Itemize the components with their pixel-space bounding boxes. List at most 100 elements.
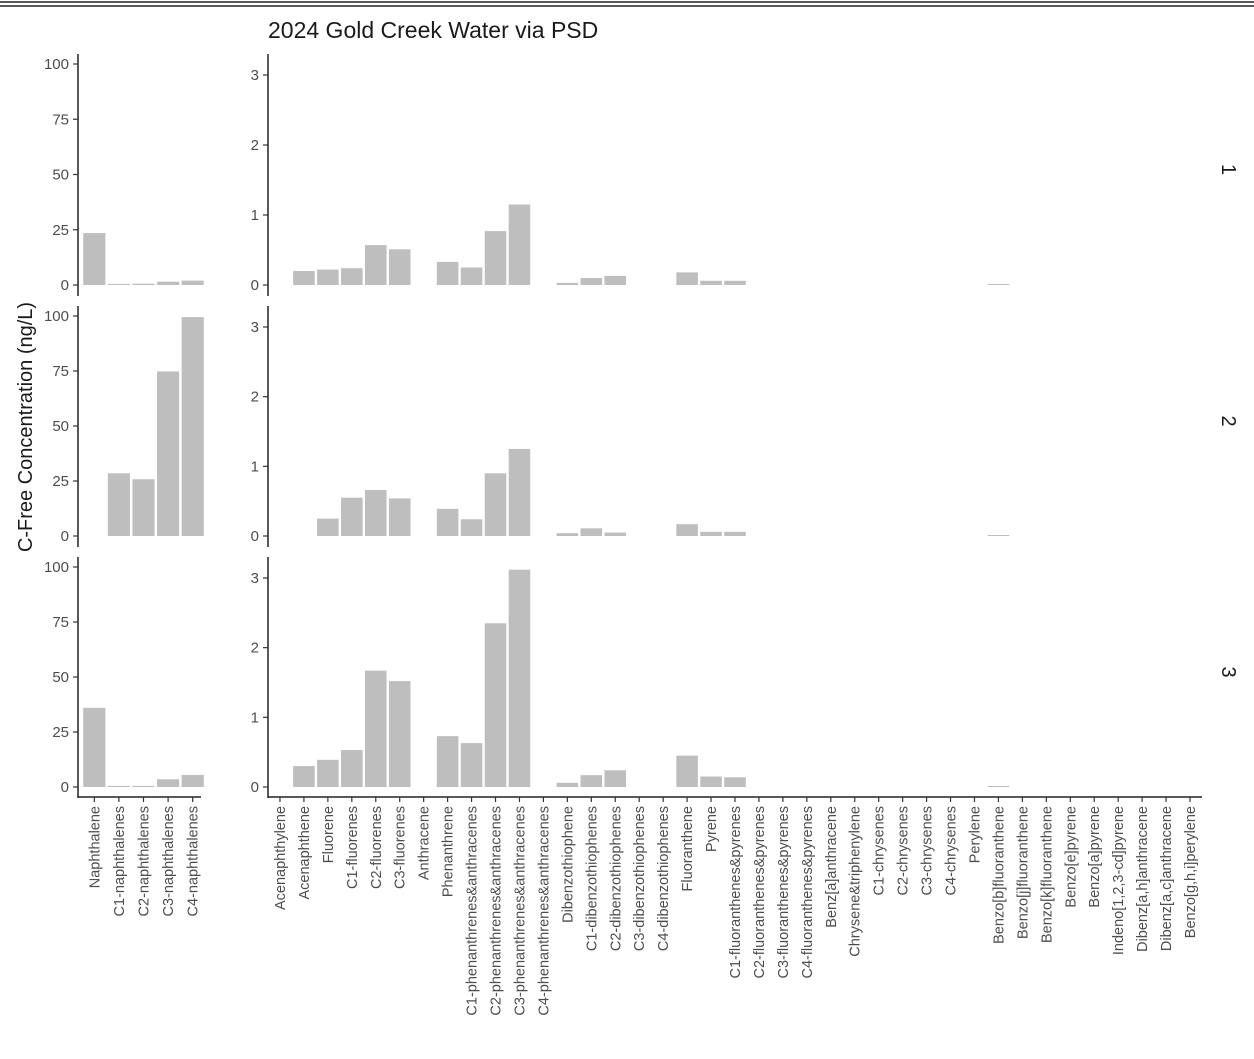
bar-Benzo[b]fluoranthene-row-2 xyxy=(987,535,1010,536)
y-tick-label-p1-r3-50: 50 xyxy=(52,669,69,686)
y-tick-label-p2-r3-1: 1 xyxy=(251,709,259,726)
y-tick-label-p2-r3-0: 0 xyxy=(251,779,259,796)
y-tick-label-p1-r2-50: 50 xyxy=(52,418,69,435)
bar-Acenaphthene-row-1 xyxy=(293,271,315,285)
bar-C1-fluoranthenes&pyrenes-row-1 xyxy=(724,280,746,285)
y-tick-label-p1-r2-100: 100 xyxy=(44,308,69,325)
y-tick-label-p1-r2-0: 0 xyxy=(61,528,69,545)
bar-C1-dibenzothiophenes-row-1 xyxy=(580,278,603,285)
bar-C1-fluorenes-row-1 xyxy=(341,268,363,285)
bar-C1-naphthalenes-row-2 xyxy=(107,473,130,536)
bar-Fluoranthene-row-3 xyxy=(676,755,698,787)
bar-Pyrene-row-3 xyxy=(700,776,722,787)
x-tick-label-C4-phenanthrenes&anthracenes: C4-phenanthrenes&anthracenes xyxy=(536,806,552,1016)
y-tick-label-p2-r2-3: 3 xyxy=(251,319,259,336)
x-tick-label-C2-naphthalenes: C2-naphthalenes xyxy=(137,806,153,916)
x-tick-label-C1-fluorenes: C1-fluorenes xyxy=(345,806,361,889)
y-tick-label-p1-r1-25: 25 xyxy=(52,222,69,239)
facet-strip-label-row-2: 2 xyxy=(1217,415,1239,426)
x-tick-label-Dibenzothiophene: Dibenzothiophene xyxy=(560,806,576,923)
bar-Dibenzothiophene-row-2 xyxy=(556,533,579,536)
x-tick-label-C3-chrysenes: C3-chrysenes xyxy=(920,806,936,895)
x-tick-label-C2-dibenzothiophenes: C2-dibenzothiophenes xyxy=(608,806,624,951)
y-tick-label-p1-r3-0: 0 xyxy=(61,779,69,796)
bar-C4-naphthalenes-row-2 xyxy=(181,317,204,536)
bar-C2-phenanthrenes&anthracenes-row-2 xyxy=(484,473,507,536)
x-tick-label-Indeno[1,2,3-cd]pyrene: Indeno[1,2,3-cd]pyrene xyxy=(1111,806,1127,955)
x-tick-label-Benzo[k]fluoranthene: Benzo[k]fluoranthene xyxy=(1039,806,1055,943)
x-tick-label-C3-phenanthrenes&anthracenes: C3-phenanthrenes&anthracenes xyxy=(512,806,528,1016)
x-tick-label-Benzo[b]fluoranthene: Benzo[b]fluoranthene xyxy=(991,806,1007,944)
y-tick-label-p1-r1-0: 0 xyxy=(61,277,69,294)
bar-Phenanthrene-row-2 xyxy=(436,508,459,536)
x-tick-label-C2-phenanthrenes&anthracenes: C2-phenanthrenes&anthracenes xyxy=(489,806,505,1016)
bar-C2-naphthalenes-row-3 xyxy=(132,785,155,787)
bar-C1-fluorenes-row-2 xyxy=(341,497,363,536)
bar-Fluorene-row-1 xyxy=(317,269,339,285)
bar-C3-fluorenes-row-2 xyxy=(388,498,411,536)
x-tick-label-C1-fluoranthenes&pyrenes: C1-fluoranthenes&pyrenes xyxy=(728,806,744,979)
bar-C4-naphthalenes-row-3 xyxy=(181,774,204,787)
bar-Dibenzothiophene-row-3 xyxy=(556,782,579,787)
facet-strip-label-row-3: 3 xyxy=(1217,666,1239,677)
bar-Dibenzothiophene-row-1 xyxy=(556,282,579,285)
bar-C1-fluorenes-row-3 xyxy=(341,750,363,787)
bar-C3-fluorenes-row-1 xyxy=(388,249,411,285)
x-tick-label-C2-chrysenes: C2-chrysenes xyxy=(896,806,912,895)
y-tick-label-p1-r1-75: 75 xyxy=(52,111,69,128)
bar-C1-fluoranthenes&pyrenes-row-2 xyxy=(724,531,746,536)
bar-C2-fluorenes-row-1 xyxy=(364,245,387,285)
x-tick-label-Dibenz[a,c]anthracene: Dibenz[a,c]anthracene xyxy=(1159,806,1175,951)
bar-C2-dibenzothiophenes-row-3 xyxy=(604,770,627,787)
plot-area: 025507510002550751000255075100Naphthalen… xyxy=(44,54,1239,1016)
x-tick-label-C3-fluorenes: C3-fluorenes xyxy=(393,806,409,889)
y-tick-label-p1-r2-25: 25 xyxy=(52,473,69,490)
bar-C2-phenanthrenes&anthracenes-row-3 xyxy=(484,623,507,787)
x-tick-label-C1-dibenzothiophenes: C1-dibenzothiophenes xyxy=(584,806,600,951)
bar-C3-phenanthrenes&anthracenes-row-2 xyxy=(508,448,531,536)
x-tick-label-Benz[a]anthracene: Benz[a]anthracene xyxy=(824,806,840,928)
bar-Pyrene-row-1 xyxy=(700,280,722,285)
x-tick-label-Fluorene: Fluorene xyxy=(321,806,337,863)
x-tick-label-Naphthalene: Naphthalene xyxy=(87,806,103,888)
y-tick-label-p1-r3-25: 25 xyxy=(52,724,69,741)
x-tick-label-Anthracene: Anthracene xyxy=(417,806,433,880)
x-tick-label-Dibenz[a,h]anthracene: Dibenz[a,h]anthracene xyxy=(1135,806,1151,952)
bar-C3-naphthalenes-row-3 xyxy=(157,779,180,787)
bar-C2-fluorenes-row-2 xyxy=(364,490,387,536)
x-tick-label-Phenanthrene: Phenanthrene xyxy=(441,806,457,897)
x-tick-label-C1-naphthalenes: C1-naphthalenes xyxy=(112,806,128,916)
bar-Fluoranthene-row-1 xyxy=(676,272,698,285)
y-tick-label-p2-r1-0: 0 xyxy=(251,277,259,294)
bar-Phenanthrene-row-3 xyxy=(436,736,459,787)
x-tick-label-C4-chrysenes: C4-chrysenes xyxy=(944,806,960,895)
bar-C1-dibenzothiophenes-row-2 xyxy=(580,528,603,536)
y-tick-label-p2-r1-2: 2 xyxy=(251,137,259,154)
x-tick-label-Pyrene: Pyrene xyxy=(704,806,720,852)
x-tick-label-C2-fluorenes: C2-fluorenes xyxy=(369,806,385,889)
y-tick-label-p2-r3-3: 3 xyxy=(251,570,259,587)
bar-C2-naphthalenes-row-1 xyxy=(132,283,155,285)
bar-Naphthalene-row-1 xyxy=(83,233,106,285)
y-tick-label-p2-r3-2: 2 xyxy=(251,640,259,657)
y-tick-label-p1-r2-75: 75 xyxy=(52,363,69,380)
x-tick-label-C4-fluoranthenes&pyrenes: C4-fluoranthenes&pyrenes xyxy=(800,806,816,979)
x-tick-label-Acenaphthylene: Acenaphthylene xyxy=(273,806,289,910)
y-tick-label-p1-r3-75: 75 xyxy=(52,614,69,631)
bar-C2-fluorenes-row-3 xyxy=(364,670,387,787)
x-tick-label-C3-fluoranthenes&pyrenes: C3-fluoranthenes&pyrenes xyxy=(776,806,792,979)
y-tick-label-p2-r2-1: 1 xyxy=(251,458,259,475)
x-tick-label-C4-dibenzothiophenes: C4-dibenzothiophenes xyxy=(656,806,672,951)
bar-Fluorene-row-3 xyxy=(317,759,339,787)
x-tick-label-Benzo[j]fluoranthene: Benzo[j]fluoranthene xyxy=(1015,806,1031,939)
bar-Benzo[b]fluoranthene-row-1 xyxy=(987,284,1010,285)
bar-C1-naphthalenes-row-3 xyxy=(107,785,130,787)
bar-C2-naphthalenes-row-2 xyxy=(132,479,155,536)
bar-Phenanthrene-row-1 xyxy=(436,261,459,285)
bar-C1-phenanthrenes&anthracenes-row-2 xyxy=(460,519,483,536)
x-tick-label-Fluoranthene: Fluoranthene xyxy=(680,806,696,891)
bar-C3-naphthalenes-row-2 xyxy=(157,371,180,536)
bar-C3-phenanthrenes&anthracenes-row-3 xyxy=(508,569,531,787)
x-tick-label-C3-naphthalenes: C3-naphthalenes xyxy=(161,806,177,916)
bar-C2-dibenzothiophenes-row-2 xyxy=(604,532,627,536)
